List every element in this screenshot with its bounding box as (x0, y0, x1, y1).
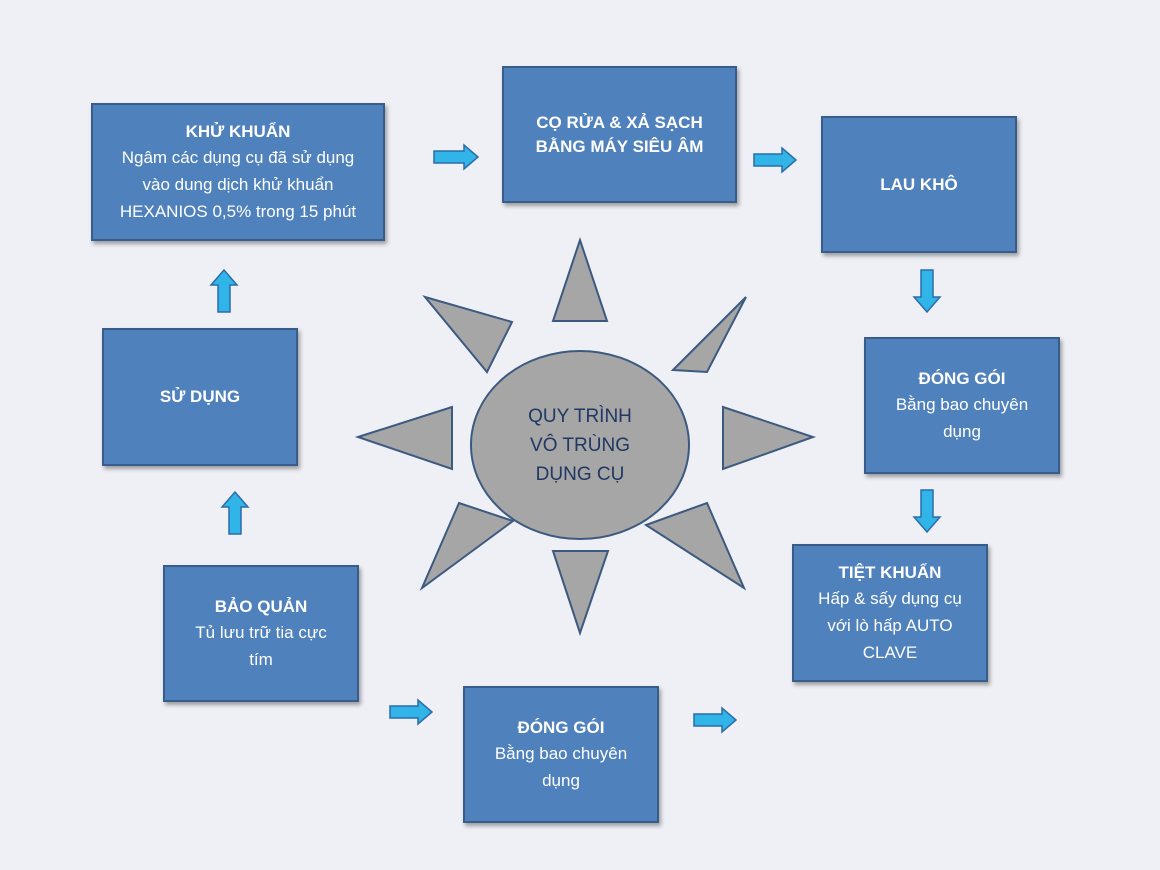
step-desc-line: dụng (943, 421, 981, 441)
step-desc-line: Bằng bao chuyên (895, 394, 1029, 414)
arrow-right-icon (753, 146, 798, 174)
step-desc-line: dụng (542, 770, 580, 790)
step-desc-line: Hấp & sấy dụng cụ (818, 588, 962, 608)
step-desc-line: HEXANIOS 0,5% trong 15 phút (119, 201, 357, 221)
step-title: KHỬ KHUẨN (185, 121, 291, 141)
step-desc-line: Ngâm các dụng cụ đã sử dụng (121, 147, 355, 167)
sun-rays (354, 236, 817, 637)
step-dong-goi-right: ĐÓNG GÓI Bằng bao chuyên dụng (864, 337, 1060, 474)
sun-ray (419, 501, 516, 592)
flow-arrows (209, 143, 942, 734)
step-dong-goi-bottom: ĐÓNG GÓI Bằng bao chuyên dụng (463, 686, 659, 823)
center-ellipse (470, 350, 690, 540)
step-tiet-khuan: TIỆT KHUẨN Hấp & sấy dụng cụ với lò hấp … (792, 544, 988, 682)
step-title-line: CỌ RỬA & XẢ SẠCH (536, 112, 703, 132)
step-title: ĐÓNG GÓI (918, 368, 1006, 388)
sun-ray (722, 405, 817, 471)
sun-ray (551, 550, 610, 637)
step-co-rua: CỌ RỬA & XẢ SẠCH BẰNG MÁY SIÊU ÂM (502, 66, 737, 203)
step-title: SỬ DỤNG (159, 387, 241, 406)
step-desc-line: tím (249, 649, 273, 669)
step-title-line: BẰNG MÁY SIÊU ÂM (535, 136, 704, 156)
step-bao-quan: BẢO QUẢN Tủ lưu trữ tia cực tím (163, 565, 359, 702)
step-lau-kho: LAU KHÔ (821, 116, 1017, 253)
sun-ray (551, 236, 609, 322)
step-desc-line: với lò hấp AUTO (827, 615, 953, 635)
step-title: LAU KHÔ (880, 174, 958, 194)
arrow-right-icon (433, 143, 480, 171)
step-title: ĐÓNG GÓI (517, 717, 605, 737)
arrow-up-icon (220, 490, 250, 535)
step-khu-khuan: KHỬ KHUẨN Ngâm các dụng cụ đã sử dụng và… (91, 103, 385, 241)
step-title: TIỆT KHUẨN (838, 562, 942, 582)
step-su-dung: SỬ DỤNG (102, 328, 298, 466)
step-desc-line: Bằng bao chuyên (494, 743, 628, 763)
arrow-up-icon (209, 268, 239, 313)
sun-ray (422, 295, 514, 374)
sun-ray (670, 296, 747, 374)
sun-ray (643, 501, 747, 591)
arrow-right-icon (693, 706, 738, 734)
step-title: BẢO QUẢN (214, 596, 308, 616)
sun-ray (354, 405, 453, 471)
step-desc-line: CLAVE (862, 642, 918, 662)
step-desc-line: vào dung dịch khử khuẩn (142, 174, 334, 194)
arrow-right-icon (389, 698, 434, 726)
arrow-down-icon (912, 489, 942, 534)
arrow-down-icon (912, 269, 942, 314)
step-desc-line: Tủ lưu trữ tia cực (195, 622, 327, 642)
